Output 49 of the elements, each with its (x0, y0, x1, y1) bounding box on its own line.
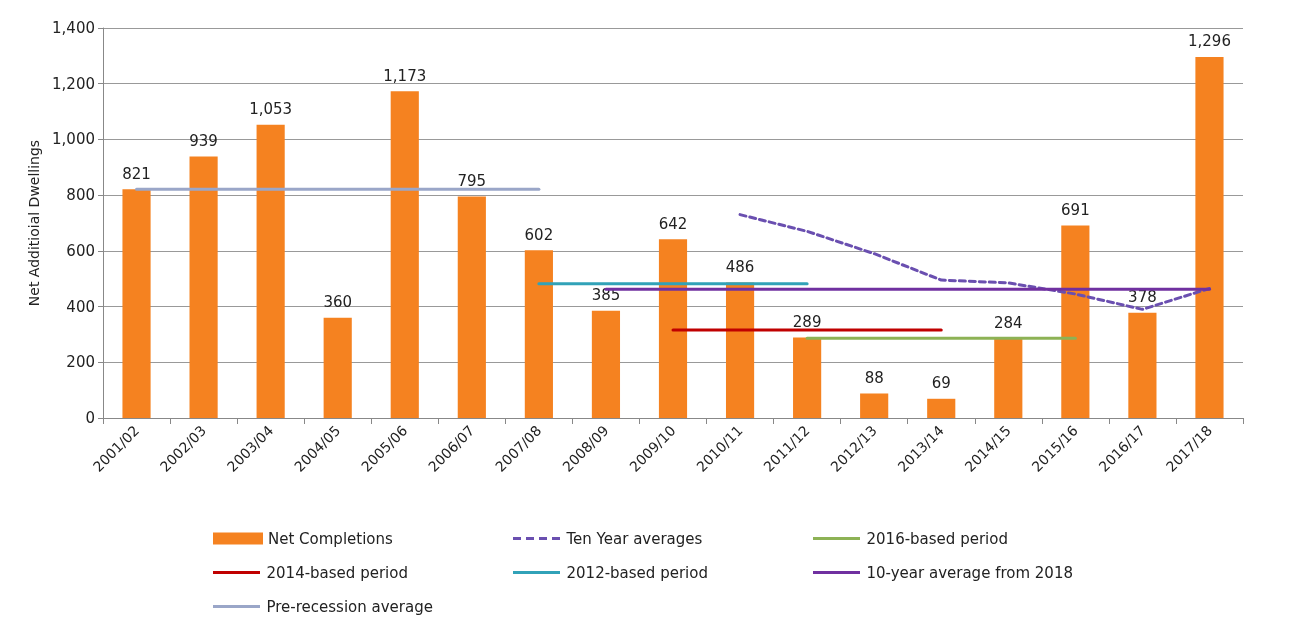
y-tick-label: 1,000 (52, 130, 95, 149)
data-label: 1,053 (249, 100, 293, 119)
bar (256, 124, 285, 418)
bar (457, 196, 486, 418)
bar (189, 156, 218, 418)
y-tick-label: 600 (66, 241, 95, 260)
bar (860, 393, 889, 418)
data-label: 1,173 (383, 66, 427, 85)
data-label: 69 (931, 374, 951, 393)
y-tick-label: 400 (66, 297, 95, 316)
data-label: 602 (524, 225, 554, 244)
data-label: 486 (725, 258, 755, 277)
data-label: 1,296 (1187, 32, 1231, 51)
y-tick-label: 200 (66, 353, 95, 372)
bar (725, 282, 755, 418)
y-tick-label: 1,400 (52, 19, 95, 37)
bar (1061, 225, 1090, 418)
y-tick-label: 800 (66, 186, 95, 205)
legend-label: Ten Year averages (565, 529, 703, 548)
y-tick-label: 0 (85, 409, 95, 427)
bar (658, 239, 688, 418)
bar (524, 250, 553, 418)
data-label: 360 (323, 293, 353, 312)
data-label: 378 (1128, 288, 1157, 307)
data-label: 795 (457, 172, 487, 191)
bar (927, 398, 956, 418)
data-label: 88 (864, 368, 884, 387)
y-tick-label: 1,200 (52, 74, 95, 93)
data-label: 642 (658, 214, 688, 233)
y-axis-title: Net Additioial Dwellings (26, 139, 43, 307)
legend-label: 10-year average from 2018 (866, 563, 1073, 582)
legend-label: Net Completions (268, 529, 394, 548)
bar (1195, 56, 1224, 418)
bar (1128, 312, 1157, 418)
data-label: 939 (189, 131, 218, 150)
legend-label: 2014-based period (266, 563, 408, 582)
legend-label: 2012-based period (566, 563, 708, 582)
legend-label: 2016-based period (866, 529, 1008, 548)
data-label: 691 (1061, 201, 1090, 220)
legend-label: Pre-recession average (266, 597, 433, 616)
data-label: 821 (122, 164, 151, 183)
data-label: 289 (792, 312, 822, 331)
data-label: 284 (993, 314, 1023, 333)
bar (323, 317, 352, 418)
bar (994, 338, 1023, 418)
bar (591, 310, 621, 418)
bar (793, 337, 822, 418)
bar (122, 189, 151, 418)
bar (390, 91, 419, 418)
